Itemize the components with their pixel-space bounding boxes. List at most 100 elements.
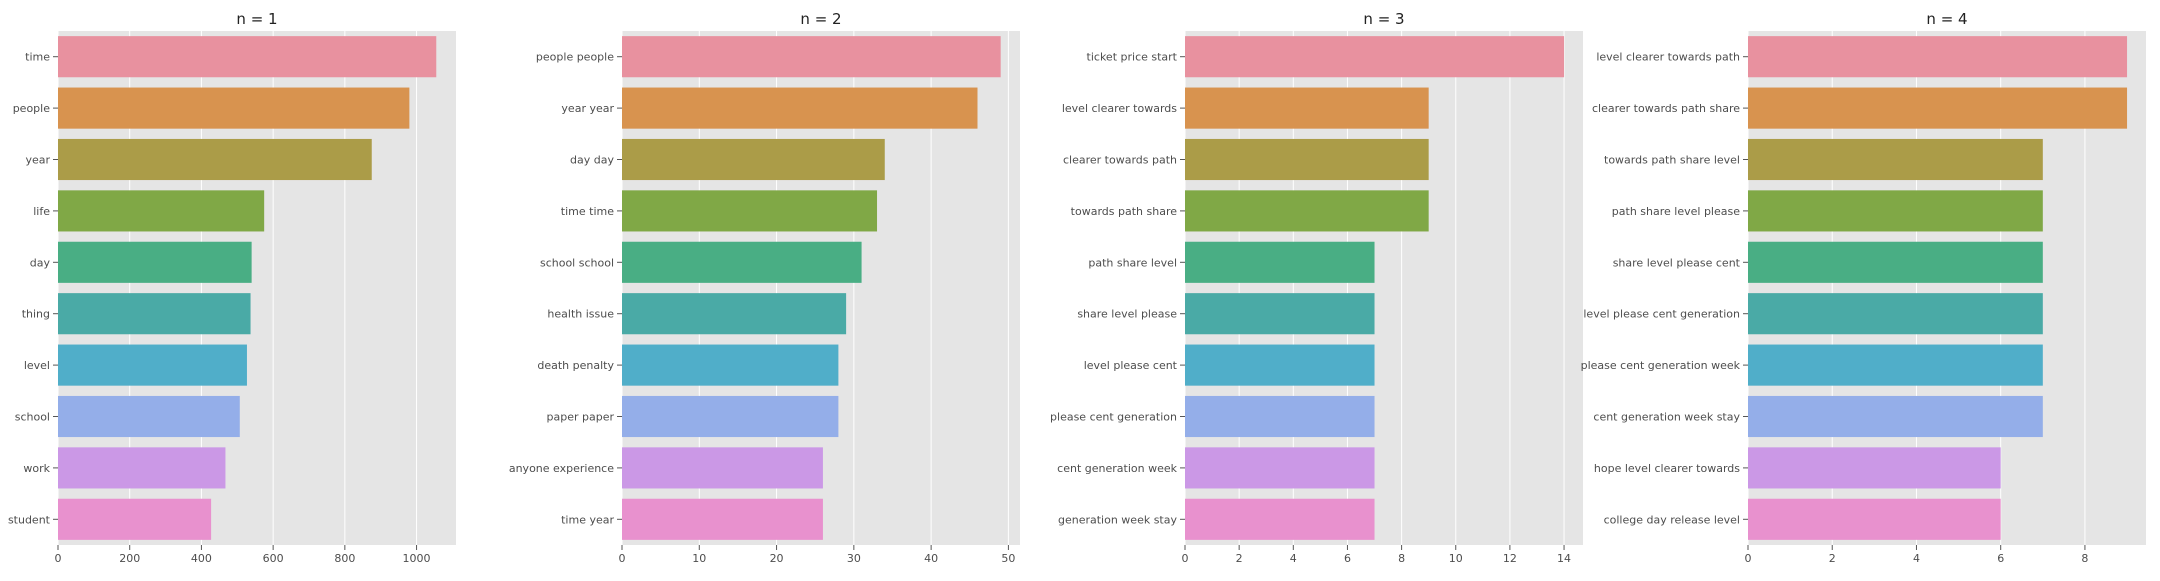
x-tick-label: 6 — [1344, 552, 1351, 565]
y-tick-label: level please cent — [1084, 359, 1178, 372]
x-tick-label: 40 — [924, 552, 938, 565]
x-tick-label: 12 — [1503, 552, 1517, 565]
bar — [1185, 87, 1429, 129]
x-tick-label: 8 — [1398, 552, 1405, 565]
bar — [622, 241, 862, 283]
y-tick-label: clearer towards path share — [1592, 102, 1740, 115]
bar — [1748, 498, 2001, 540]
chart-panel-1: time people year life day thing level school wor… — [8, 10, 456, 565]
y-tick-label: path share level please — [1612, 205, 1740, 218]
y-tick-label: anyone experience — [509, 462, 614, 475]
x-tick-label: 600 — [263, 552, 284, 565]
bar — [1748, 190, 2043, 232]
bar — [1185, 138, 1429, 181]
chart-title: n = 4 — [1926, 10, 1967, 28]
bar — [58, 344, 247, 386]
bar — [622, 293, 847, 335]
x-tick-label: 14 — [1557, 552, 1571, 565]
bar — [1748, 241, 2043, 283]
bar — [58, 395, 240, 438]
chart-panel-4: level clearer towards path clearer toward… — [1581, 10, 2146, 565]
bar — [1748, 395, 2043, 438]
x-tick-label: 1000 — [403, 552, 431, 565]
x-tick-label: 0 — [55, 552, 62, 565]
bar — [1748, 36, 2128, 78]
bar — [622, 190, 878, 232]
bar — [622, 87, 978, 129]
y-tick-label: death penalty — [537, 359, 614, 372]
y-tick-label: please cent generation week — [1581, 359, 1741, 372]
bar — [1185, 241, 1375, 283]
y-tick-label: time — [25, 51, 50, 64]
y-tick-label: cent generation week stay — [1593, 411, 1740, 424]
y-tick-label: towards path share level — [1604, 154, 1740, 167]
y-tick-label: clearer towards path — [1063, 154, 1177, 167]
bar — [58, 447, 226, 489]
bar — [58, 190, 265, 232]
bar — [1185, 36, 1565, 78]
x-tick-label: 4 — [1290, 552, 1297, 565]
y-tick-label: level clearer towards path — [1596, 51, 1740, 64]
y-tick-label: life — [33, 205, 50, 218]
x-tick-label: 6 — [1997, 552, 2004, 565]
y-tick-label: hope level clearer towards — [1594, 462, 1740, 475]
x-tick-label: 200 — [119, 552, 140, 565]
y-tick-label: level — [24, 359, 50, 372]
y-tick-label: time time — [561, 205, 614, 218]
bar — [622, 498, 823, 540]
x-tick-label: 2 — [1236, 552, 1243, 565]
x-tick-label: 400 — [191, 552, 212, 565]
y-tick-label: college day release level — [1604, 513, 1740, 526]
x-tick-label: 50 — [1001, 552, 1015, 565]
x-tick-label: 0 — [1182, 552, 1189, 565]
y-tick-label: school school — [540, 256, 614, 269]
bar — [1185, 447, 1375, 489]
x-tick-label: 20 — [770, 552, 784, 565]
x-tick-label: 0 — [619, 552, 626, 565]
bar — [1185, 344, 1375, 386]
y-tick-label: paper paper — [547, 411, 615, 424]
bar — [1185, 395, 1375, 438]
bar — [622, 447, 823, 489]
bar — [622, 344, 839, 386]
y-tick-label: please cent generation — [1050, 411, 1177, 424]
x-tick-label: 800 — [334, 552, 355, 565]
x-tick-label: 30 — [847, 552, 861, 565]
bar — [1185, 498, 1375, 540]
bar — [58, 138, 372, 181]
x-tick-label: 4 — [1913, 552, 1920, 565]
y-tick-label: level please cent generation — [1583, 308, 1740, 321]
y-tick-label: health issue — [547, 308, 614, 321]
bar — [1185, 293, 1375, 335]
x-tick-label: 2 — [1829, 552, 1836, 565]
y-tick-label: cent generation week — [1057, 462, 1177, 475]
bar — [622, 36, 1001, 78]
y-tick-label: towards path share — [1071, 205, 1178, 218]
bar — [58, 241, 252, 283]
y-tick-label: day — [30, 256, 51, 269]
bar — [58, 293, 251, 335]
y-tick-label: thing — [22, 308, 50, 321]
y-tick-label: level clearer towards — [1062, 102, 1177, 115]
y-tick-label: school — [15, 411, 50, 424]
y-tick-label: ticket price start — [1087, 51, 1178, 64]
y-tick-label: time year — [561, 513, 614, 526]
bar — [1748, 138, 2043, 181]
y-tick-label: people people — [536, 51, 614, 64]
y-tick-label: student — [8, 513, 51, 526]
bar — [1185, 190, 1429, 232]
bar — [622, 395, 839, 438]
bar — [1748, 344, 2043, 386]
bar — [1748, 293, 2043, 335]
x-tick-label: 10 — [692, 552, 706, 565]
bar — [1748, 87, 2128, 129]
y-tick-label: day day — [570, 154, 614, 167]
chart-title: n = 1 — [236, 10, 277, 28]
chart-panel-2: people people year year day day time time sc… — [509, 10, 1020, 565]
chart-title: n = 2 — [800, 10, 841, 28]
y-tick-label: share level please cent — [1613, 256, 1741, 269]
bar — [58, 87, 410, 129]
y-tick-label: share level please — [1077, 308, 1177, 321]
y-tick-label: year year — [561, 102, 614, 115]
